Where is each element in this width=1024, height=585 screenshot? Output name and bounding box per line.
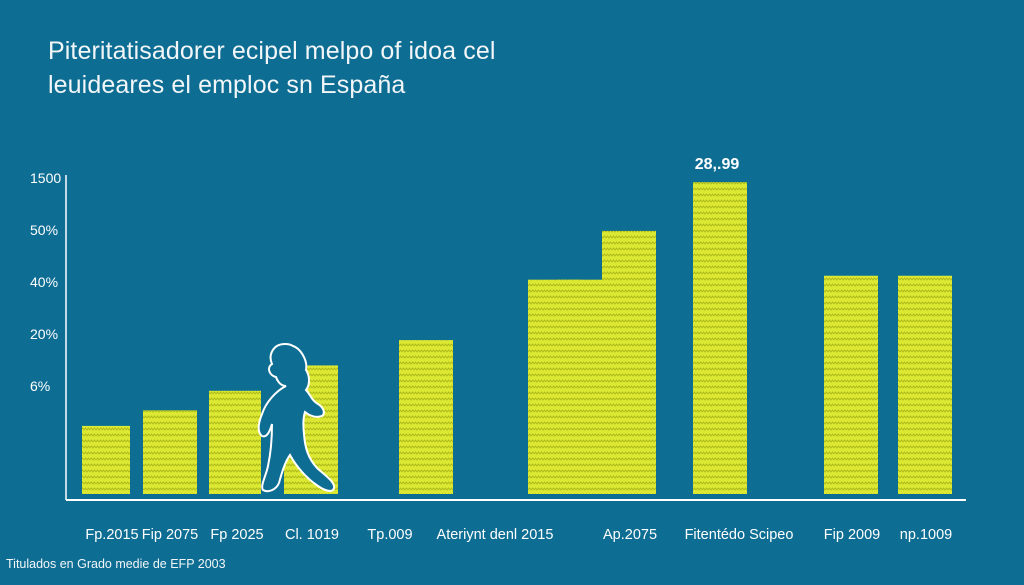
- bar: [143, 410, 197, 494]
- data-label: 28,.99: [695, 156, 740, 173]
- child-silhouette-icon: [257, 342, 336, 493]
- chart-title: Piteritatisadorer ecipel melpo of idoa c…: [48, 34, 496, 102]
- y-tick-label: 50%: [30, 222, 58, 238]
- chart-title-line-1: Piteritatisadorer ecipel melpo of idoa c…: [48, 37, 496, 65]
- x-tick-label: Ap.2075: [603, 527, 657, 543]
- x-tick-label: Fp 2025: [210, 527, 263, 543]
- x-tick-label: Fitentédo Scipeo: [685, 527, 794, 543]
- footnote: Titulados en Grado medie de EFP 2003: [6, 557, 226, 571]
- bar: [824, 275, 878, 494]
- x-tick-label: Fip 2009: [824, 527, 880, 543]
- x-tick-label: Fip 2075: [142, 527, 198, 543]
- chart-title-line-2: leuideares el emploc sn España: [48, 71, 406, 99]
- bar: [209, 390, 261, 494]
- x-tick-label: Cl. 1019: [285, 527, 339, 543]
- bar: [693, 182, 747, 494]
- bar: [602, 230, 656, 494]
- x-tick-label: Ateriynt denl 2015: [437, 527, 554, 543]
- bar: [898, 275, 952, 494]
- y-tick-label: 40%: [30, 274, 58, 290]
- x-tick-label: Tp.009: [367, 527, 412, 543]
- y-tick-label: 6%: [30, 378, 50, 394]
- x-tick-label: Fp.2015: [85, 527, 138, 543]
- bar: [82, 425, 130, 494]
- y-tick-label: 1500: [30, 170, 61, 186]
- x-tick-label: np.1009: [900, 527, 952, 543]
- y-tick-label: 20%: [30, 326, 58, 342]
- bar: [399, 340, 453, 494]
